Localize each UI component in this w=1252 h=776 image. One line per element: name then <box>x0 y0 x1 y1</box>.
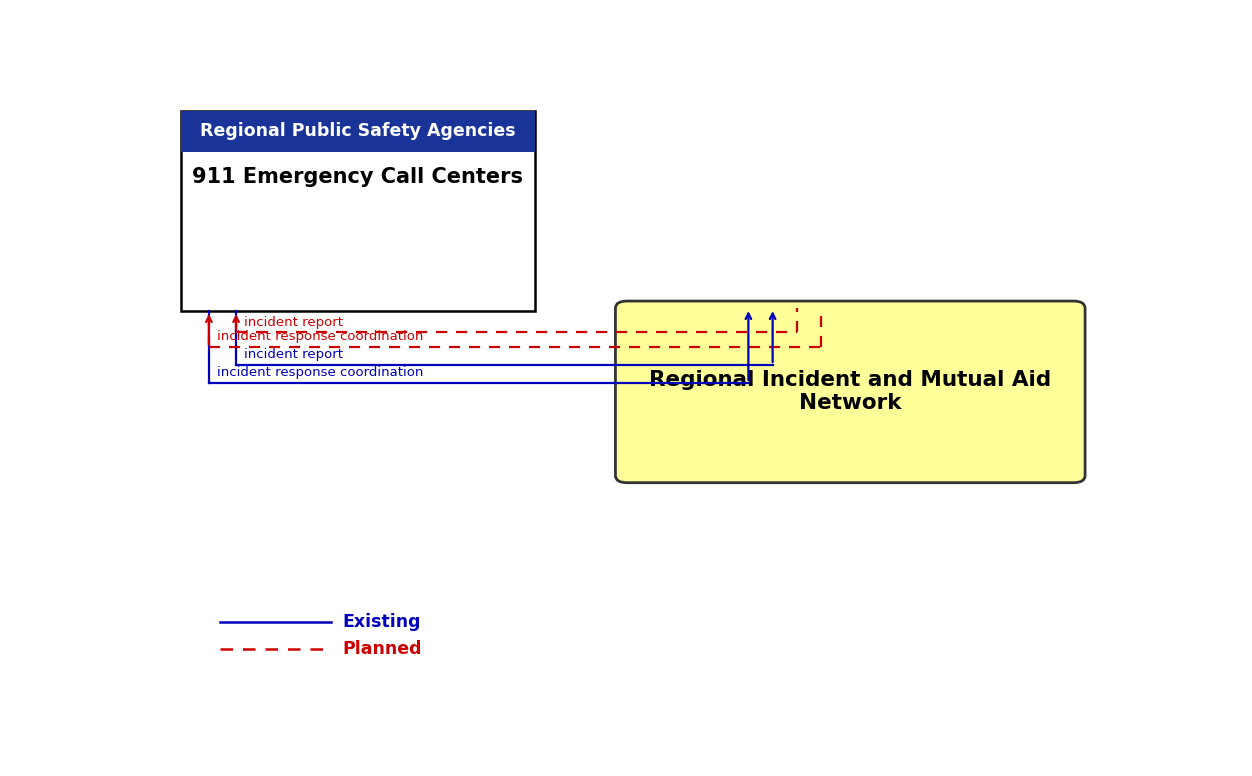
Text: incident report: incident report <box>244 316 343 328</box>
Text: Existing: Existing <box>343 613 421 631</box>
Text: 911 Emergency Call Centers: 911 Emergency Call Centers <box>193 167 523 186</box>
Text: incident response coordination: incident response coordination <box>217 366 423 379</box>
FancyBboxPatch shape <box>180 111 535 311</box>
FancyBboxPatch shape <box>180 111 535 151</box>
FancyBboxPatch shape <box>616 301 1085 483</box>
Text: Planned: Planned <box>343 640 422 658</box>
Text: incident report: incident report <box>244 348 343 362</box>
Text: incident response coordination: incident response coordination <box>217 331 423 344</box>
Text: Regional Incident and Mutual Aid
Network: Regional Incident and Mutual Aid Network <box>650 370 1052 414</box>
Text: Regional Public Safety Agencies: Regional Public Safety Agencies <box>200 123 516 140</box>
